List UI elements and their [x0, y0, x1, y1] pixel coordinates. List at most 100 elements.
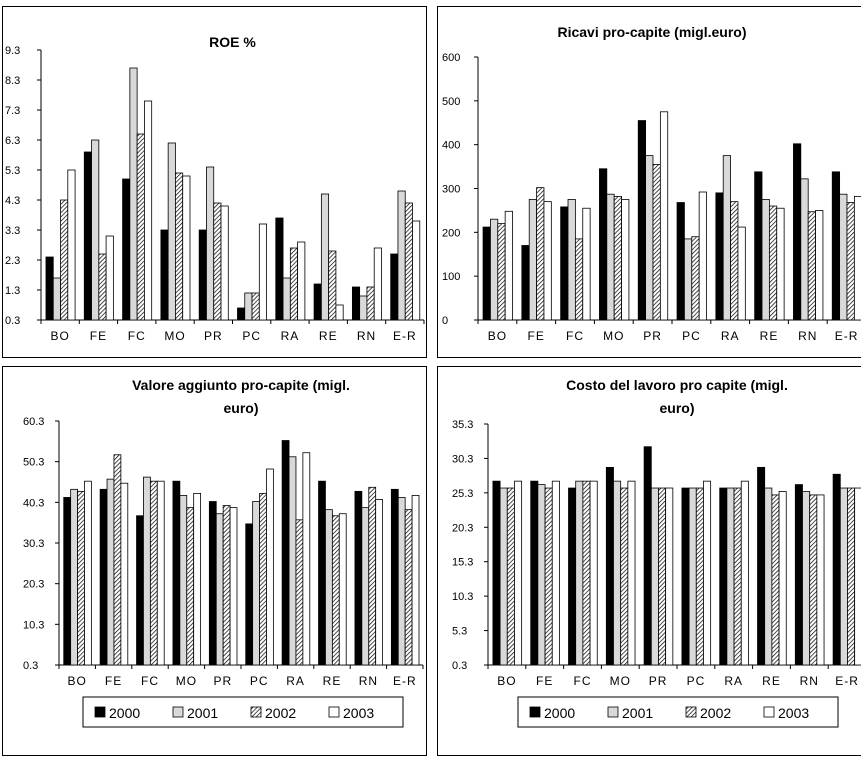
x-tick-label: PC [242, 329, 261, 343]
bar-2003-FE [105, 235, 114, 321]
bar-2000-RN [794, 484, 803, 666]
bar-2002-FE [98, 253, 107, 321]
bar-2002-RN [368, 486, 377, 666]
bar-2000-FE [99, 488, 108, 666]
bar-2002-BO [60, 199, 69, 321]
bar-2000-BO [45, 256, 54, 321]
bar-2000-E-R [390, 488, 399, 666]
bar-2003-FC [589, 480, 598, 666]
bar-2001-FC [567, 199, 576, 321]
chart-title: Ricavi pro-capite (migl.euro) [557, 24, 746, 40]
costo-lavoro-chart-panel: Costo del lavoro pro capite (migl. euro) 0… [437, 366, 861, 756]
x-tick-label: FC [566, 329, 584, 343]
bar-2000-PC [681, 487, 690, 666]
bar-2003-E-R [853, 195, 861, 321]
x-tick-label: FE [528, 329, 545, 343]
bar-2001-RN [800, 178, 809, 321]
x-tick-label: RN [800, 674, 819, 688]
x-tick-label: PC [682, 329, 701, 343]
legend-label-2002: 2002 [265, 705, 296, 721]
bar-2002-RN [366, 286, 375, 321]
y-tick-label: 5.3 [452, 626, 467, 638]
bar-2001-FE [106, 478, 115, 666]
x-tick-label: MO [603, 329, 624, 343]
bar-2003-PC [258, 223, 267, 321]
bar-2002-PR [652, 163, 661, 321]
bar-2003-PC [266, 468, 274, 666]
bar-2002-PC [259, 492, 267, 666]
bar-2001-RA [288, 456, 297, 666]
bar-2000-E-R [390, 253, 399, 321]
bar-2003-RE [335, 304, 344, 321]
bar-2003-BO [84, 480, 92, 666]
bar-2002-FE [544, 487, 553, 666]
bar-2002-E-R [404, 509, 413, 666]
bar-2003-E-R [412, 220, 421, 321]
bar-2002-FE [113, 454, 122, 666]
y-tick-label: 20.3 [452, 522, 473, 534]
y-tick-label: 100 [442, 271, 460, 283]
bar-2000-PC [237, 307, 246, 321]
bar-2003-BO [67, 169, 76, 321]
bar-2001-BO [490, 218, 499, 321]
bar-2002-PC [691, 236, 700, 321]
bar-2000-PC [676, 202, 685, 321]
legend-label-2002: 2002 [700, 705, 731, 721]
bar-2002-PC [251, 292, 260, 321]
bar-2000-FC [122, 178, 131, 321]
y-tick-label: 10.3 [452, 591, 473, 603]
y-tick-label: 0.3 [5, 315, 20, 327]
bar-2003-RA [302, 452, 311, 666]
legend-label-2003: 2003 [343, 705, 374, 721]
bar-2002-E-R [404, 202, 413, 321]
bar-2001-BO [499, 487, 508, 666]
bar-2003-MO [627, 480, 636, 666]
y-tick-label: 7.3 [5, 105, 20, 117]
bar-2001-PC [244, 292, 253, 321]
x-tick-label: FE [536, 674, 553, 688]
bar-2001-RA [282, 277, 291, 321]
y-tick-label: 500 [442, 96, 460, 108]
bar-2001-PR [215, 513, 224, 666]
bar-2001-RE [325, 509, 333, 666]
y-tick-label: 8.3 [5, 75, 20, 87]
bar-2002-RN [807, 211, 816, 321]
x-tick-label: RN [798, 329, 817, 343]
chart-title: Valore aggiunto pro-capite (migl. [132, 377, 350, 393]
bar-2000-MO [172, 480, 181, 666]
legend-swatch-2003 [328, 706, 340, 718]
legend-swatch-2000 [529, 706, 541, 718]
legend [517, 696, 839, 728]
bar-2003-RA [737, 226, 746, 321]
bar-2000-FC [136, 515, 144, 666]
legend-label-2001: 2001 [187, 705, 218, 721]
x-tick-label: BO [488, 329, 507, 343]
bar-2001-MO [179, 495, 188, 666]
bar-2002-RA [295, 519, 304, 666]
roe-chart: ROE % 0.3 1.3 2.3 3.3 4.3 5.3 6.3 7.3 8.3 9.3 BO FE F… [5, 34, 425, 343]
bar-2001-FC [129, 67, 138, 321]
y-tick-label: 5.3 [5, 165, 20, 177]
bar-2003-RN [816, 494, 825, 666]
bar-2000-E-R [832, 473, 841, 666]
bar-2001-RE [320, 193, 330, 321]
x-tick-label: E-R [393, 329, 417, 343]
x-tick-label: E-R [835, 329, 859, 343]
bar-2000-RA [275, 217, 284, 321]
bar-2003-RE [776, 207, 785, 321]
bar-2000-PR [198, 229, 207, 321]
y-tick-label: 400 [442, 140, 460, 152]
bar-2000-PR [637, 120, 647, 321]
bar-2000-RN [793, 143, 802, 321]
x-tick-label: RE [760, 329, 779, 343]
y-tick-label: 40.3 [23, 497, 44, 509]
bar-2001-RN [359, 295, 368, 321]
y-tick-label: 50.3 [23, 457, 44, 469]
bar-2002-RE [328, 250, 337, 321]
bar-2003-RE [778, 491, 787, 666]
bar-2001-E-R [397, 497, 406, 666]
y-tick-label: 30.3 [23, 538, 44, 550]
chart-title: euro) [660, 400, 695, 416]
bar-2000-BO [492, 480, 501, 666]
bar-2002-PC [695, 487, 704, 666]
